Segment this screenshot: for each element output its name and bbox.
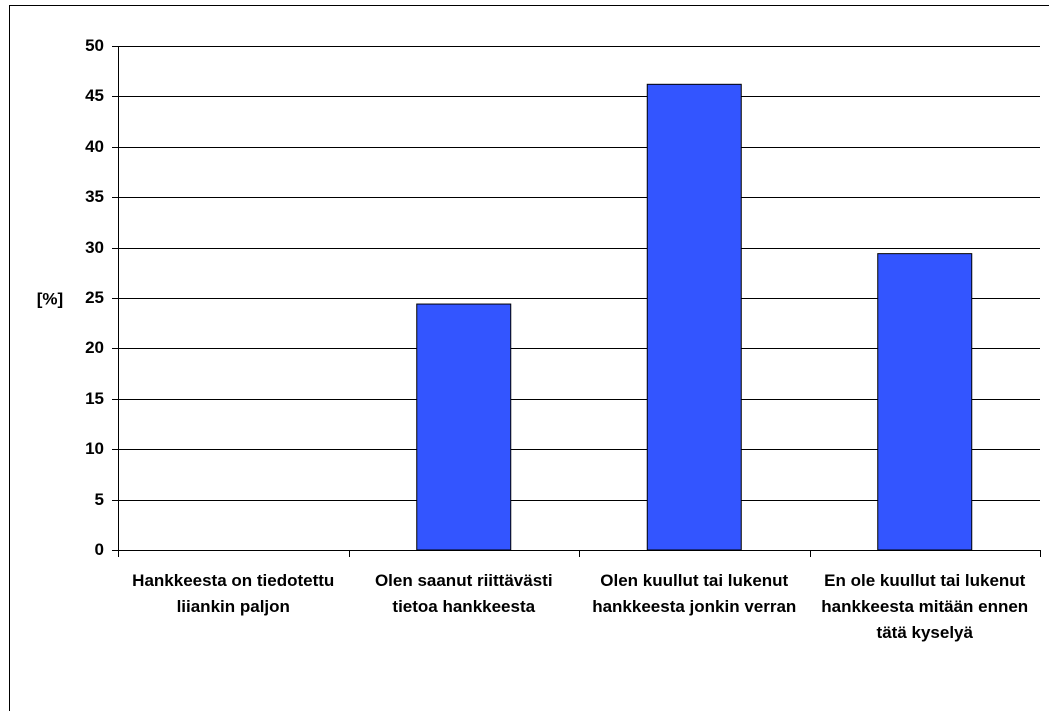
- y-axis-label: [%]: [37, 289, 63, 308]
- y-tick-label: 40: [85, 137, 104, 156]
- x-tick-label: Olen kuullut tai lukenut hankkeesta jonk…: [592, 571, 797, 616]
- y-tick-label: 25: [85, 288, 104, 307]
- x-tick-label: Olen saanut riittävästi tietoa hankkeest…: [374, 571, 553, 616]
- y-tick-label: 30: [85, 238, 104, 257]
- y-tick-label: 45: [85, 86, 104, 105]
- y-tick-label: 35: [85, 187, 104, 206]
- y-tick-label: 5: [95, 490, 104, 509]
- y-tick-label: 0: [95, 540, 104, 559]
- y-tick-label: 50: [85, 36, 104, 55]
- frame: [9, 5, 1049, 711]
- y-tick-label: 15: [85, 389, 104, 408]
- x-tick-label: Hankkeesta on tiedotettu liiankin paljon: [132, 571, 335, 616]
- x-tick-label: En ole kuullut tai lukenut hankkeesta mi…: [821, 571, 1029, 642]
- bar: [646, 83, 742, 551]
- bar: [877, 253, 973, 551]
- bar: [416, 303, 512, 551]
- y-tick-label: 20: [85, 338, 104, 357]
- y-tick-label: 10: [85, 439, 104, 458]
